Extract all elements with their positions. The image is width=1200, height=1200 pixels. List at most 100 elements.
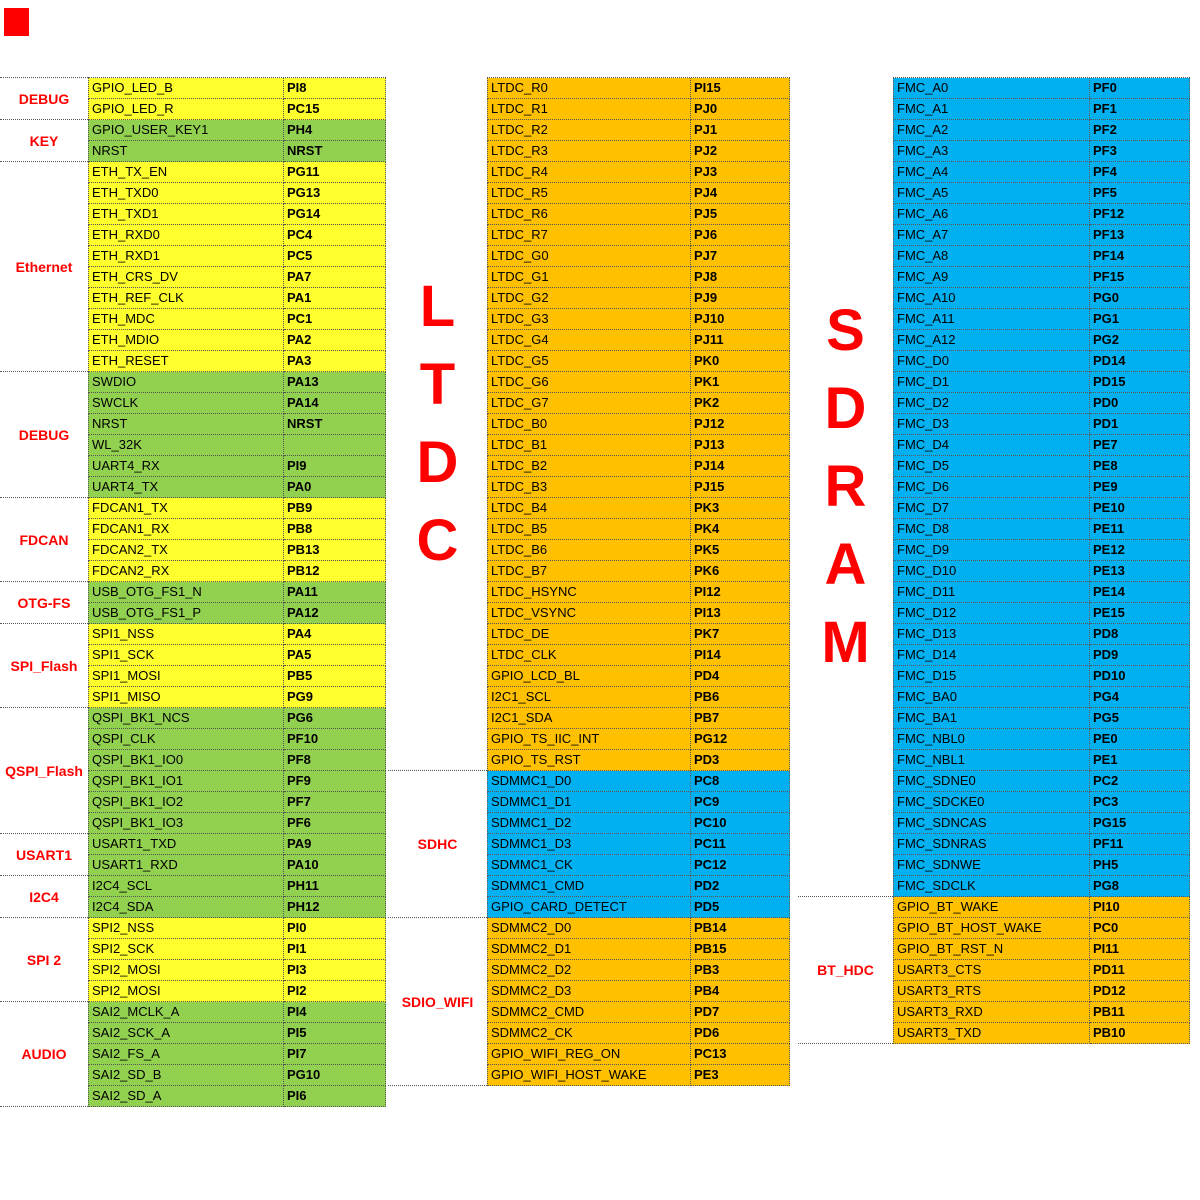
pin-cell[interactable]: PI8 xyxy=(284,78,386,99)
category-label-debug[interactable]: DEBUG xyxy=(0,77,88,120)
signal-cell[interactable]: LTDC_CLK xyxy=(487,645,691,666)
signal-cell[interactable]: LTDC_G4 xyxy=(487,330,691,351)
signal-cell[interactable]: FMC_A3 xyxy=(893,141,1090,162)
pin-cell[interactable]: PB7 xyxy=(691,708,790,729)
signal-cell[interactable]: SPI2_SCK xyxy=(88,939,284,960)
signal-cell[interactable]: LTDC_G3 xyxy=(487,309,691,330)
pin-cell[interactable]: PF7 xyxy=(284,792,386,813)
signal-cell[interactable]: I2C4_SDA xyxy=(88,897,284,918)
signal-cell[interactable]: NRST xyxy=(88,414,284,435)
signal-cell[interactable]: I2C1_SCL xyxy=(487,687,691,708)
pin-cell[interactable]: PA12 xyxy=(284,603,386,624)
signal-cell[interactable]: GPIO_LED_R xyxy=(88,99,284,120)
signal-cell[interactable]: FMC_BA0 xyxy=(893,687,1090,708)
pin-cell[interactable]: PJ3 xyxy=(691,162,790,183)
signal-cell[interactable]: FMC_A4 xyxy=(893,162,1090,183)
signal-cell[interactable]: FMC_A2 xyxy=(893,120,1090,141)
signal-cell[interactable]: LTDC_B1 xyxy=(487,435,691,456)
signal-cell[interactable]: I2C1_SDA xyxy=(487,708,691,729)
pin-cell[interactable]: PK2 xyxy=(691,393,790,414)
signal-cell[interactable]: USB_OTG_FS1_N xyxy=(88,582,284,603)
signal-cell[interactable]: FMC_D11 xyxy=(893,582,1090,603)
pin-cell[interactable]: PI7 xyxy=(284,1044,386,1065)
pin-cell[interactable]: PJ13 xyxy=(691,435,790,456)
signal-cell[interactable]: LTDC_R0 xyxy=(487,78,691,99)
pin-cell[interactable]: PI3 xyxy=(284,960,386,981)
category-label-sdio-wifi[interactable]: SDIO_WIFI xyxy=(388,918,487,1086)
pin-cell[interactable]: PA0 xyxy=(284,477,386,498)
pin-cell[interactable]: PF14 xyxy=(1090,246,1190,267)
category-label-spi-2[interactable]: SPI 2 xyxy=(0,918,88,1002)
signal-cell[interactable]: USART1_TXD xyxy=(88,834,284,855)
pin-cell[interactable]: PA4 xyxy=(284,624,386,645)
signal-cell[interactable]: LTDC_R7 xyxy=(487,225,691,246)
pin-cell[interactable]: PF5 xyxy=(1090,183,1190,204)
signal-cell[interactable]: LTDC_G0 xyxy=(487,246,691,267)
pin-cell[interactable]: PJ2 xyxy=(691,141,790,162)
signal-cell[interactable]: LTDC_G2 xyxy=(487,288,691,309)
signal-cell[interactable]: FMC_SDNE0 xyxy=(893,771,1090,792)
pin-cell[interactable]: PG6 xyxy=(284,708,386,729)
pin-cell[interactable]: PC12 xyxy=(691,855,790,876)
pin-cell[interactable]: PJ7 xyxy=(691,246,790,267)
signal-cell[interactable]: SDMMC1_D0 xyxy=(487,771,691,792)
pin-cell[interactable]: PF15 xyxy=(1090,267,1190,288)
signal-cell[interactable]: SAI2_SD_B xyxy=(88,1065,284,1086)
pin-cell[interactable]: PD14 xyxy=(1090,351,1190,372)
signal-cell[interactable]: UART4_RX xyxy=(88,456,284,477)
signal-cell[interactable]: USART3_RXD xyxy=(893,1002,1090,1023)
pin-cell[interactable]: PJ9 xyxy=(691,288,790,309)
signal-cell[interactable]: USART3_RTS xyxy=(893,981,1090,1002)
pin-cell[interactable]: PJ12 xyxy=(691,414,790,435)
signal-cell[interactable]: FDCAN1_RX xyxy=(88,519,284,540)
pin-cell[interactable]: PC3 xyxy=(1090,792,1190,813)
signal-cell[interactable]: SDMMC2_CMD xyxy=(487,1002,691,1023)
signal-cell[interactable]: GPIO_TS_RST xyxy=(487,750,691,771)
pin-cell[interactable]: PE1 xyxy=(1090,750,1190,771)
signal-cell[interactable]: QSPI_BK1_IO3 xyxy=(88,813,284,834)
pin-cell[interactable]: PF6 xyxy=(284,813,386,834)
pin-cell[interactable]: PF2 xyxy=(1090,120,1190,141)
signal-cell[interactable]: LTDC_B5 xyxy=(487,519,691,540)
signal-cell[interactable]: SAI2_MCLK_A xyxy=(88,1002,284,1023)
signal-cell[interactable]: LTDC_R2 xyxy=(487,120,691,141)
pin-cell[interactable]: PI1 xyxy=(284,939,386,960)
pin-cell[interactable]: PJ11 xyxy=(691,330,790,351)
signal-cell[interactable]: SWDIO xyxy=(88,372,284,393)
pin-cell[interactable]: PD1 xyxy=(1090,414,1190,435)
pin-cell[interactable]: PF0 xyxy=(1090,78,1190,99)
pin-cell[interactable]: PJ10 xyxy=(691,309,790,330)
signal-cell[interactable]: FMC_A9 xyxy=(893,267,1090,288)
signal-cell[interactable]: FMC_D1 xyxy=(893,372,1090,393)
pin-cell[interactable]: PB12 xyxy=(284,561,386,582)
pin-cell[interactable]: PI9 xyxy=(284,456,386,477)
signal-cell[interactable]: FMC_D10 xyxy=(893,561,1090,582)
signal-cell[interactable]: SPI1_SCK xyxy=(88,645,284,666)
signal-cell[interactable]: FMC_A11 xyxy=(893,309,1090,330)
pin-cell[interactable]: PE15 xyxy=(1090,603,1190,624)
signal-cell[interactable]: LTDC_B0 xyxy=(487,414,691,435)
signal-cell[interactable]: SAI2_FS_A xyxy=(88,1044,284,1065)
pin-cell[interactable]: PJ5 xyxy=(691,204,790,225)
signal-cell[interactable]: SPI1_MISO xyxy=(88,687,284,708)
pin-cell[interactable]: PC1 xyxy=(284,309,386,330)
signal-cell[interactable]: NRST xyxy=(88,141,284,162)
signal-cell[interactable]: FMC_A1 xyxy=(893,99,1090,120)
pin-cell[interactable]: PC2 xyxy=(1090,771,1190,792)
pin-cell[interactable]: PG1 xyxy=(1090,309,1190,330)
signal-cell[interactable]: I2C4_SCL xyxy=(88,876,284,897)
pin-cell[interactable]: PB9 xyxy=(284,498,386,519)
pin-cell[interactable]: PD10 xyxy=(1090,666,1190,687)
signal-cell[interactable]: USART1_RXD xyxy=(88,855,284,876)
signal-cell[interactable]: FMC_D2 xyxy=(893,393,1090,414)
pin-cell[interactable]: PA10 xyxy=(284,855,386,876)
pin-cell[interactable]: PI13 xyxy=(691,603,790,624)
pin-cell[interactable]: PC10 xyxy=(691,813,790,834)
pin-cell[interactable] xyxy=(284,435,386,456)
pin-cell[interactable]: PI5 xyxy=(284,1023,386,1044)
pin-cell[interactable]: PG14 xyxy=(284,204,386,225)
pin-cell[interactable]: PA9 xyxy=(284,834,386,855)
pin-cell[interactable]: PJ4 xyxy=(691,183,790,204)
signal-cell[interactable]: UART4_TX xyxy=(88,477,284,498)
signal-cell[interactable]: FMC_D15 xyxy=(893,666,1090,687)
